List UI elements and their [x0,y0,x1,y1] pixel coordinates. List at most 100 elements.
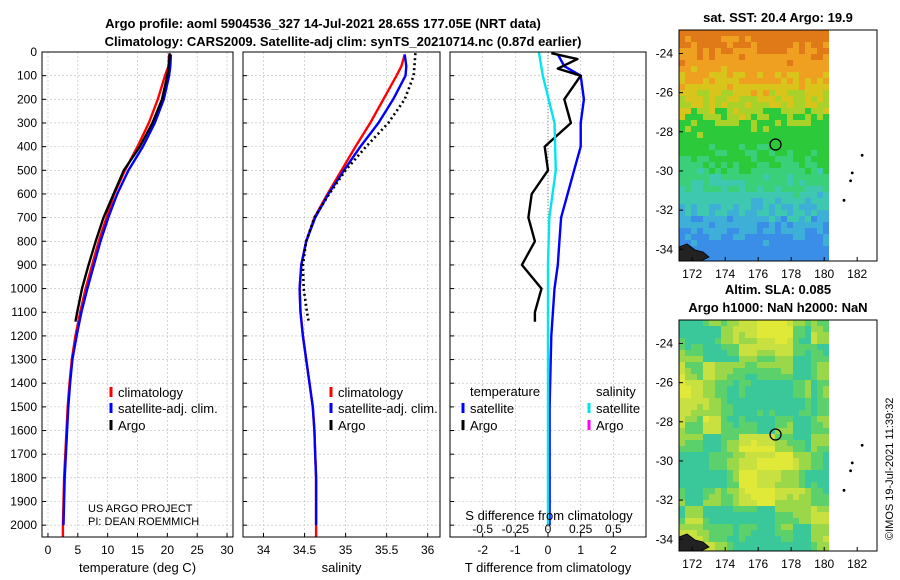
map-cell [727,138,733,144]
map-cell [799,482,805,488]
map-cell [715,174,721,180]
y-tick-label: 300 [17,116,37,130]
map-cell [799,114,805,120]
map-cell [817,428,823,434]
map-cell [703,60,709,66]
map-cell [685,120,691,126]
map-cell [697,222,703,228]
map-cell [811,428,817,434]
map-cell [697,240,703,246]
map-cell [823,120,829,126]
x-tick-label: 180 [814,557,834,571]
x-tick-label: 10 [101,543,115,557]
map-cell [793,96,799,102]
map-cell [733,132,739,138]
map-cell [775,156,781,162]
y-tick-label: 200 [17,92,37,106]
map-cell [811,72,817,78]
map-cell [727,228,733,234]
map-cell [781,494,787,500]
map-cell [775,90,781,96]
map-cell [703,216,709,222]
map-cell [763,548,769,551]
map-cell [817,234,823,240]
map-cell [787,410,793,416]
map-cell [787,452,793,458]
map-cell [811,332,817,338]
map-cell [721,180,727,186]
map-cell [685,410,691,416]
map-cell [793,30,799,36]
map-cell [691,428,697,434]
map-cell [679,48,685,54]
map-cell [733,398,739,404]
map-cell [769,524,775,530]
map-cell [781,120,787,126]
map-cell [739,102,745,108]
map-cell [739,180,745,186]
map-cell [811,114,817,120]
map-cell [757,48,763,54]
map-cell [805,488,811,494]
map-cell [787,222,793,228]
map-cell [715,512,721,518]
map-cell [685,156,691,162]
map-cell [817,374,823,380]
map-cell [763,30,769,36]
map-cell [685,470,691,476]
map-cell [775,48,781,54]
map-cell [781,54,787,60]
map-cell [709,500,715,506]
map-cell [727,252,733,258]
map-cell [793,162,799,168]
map-cell [739,120,745,126]
map-cell [745,416,751,422]
map-cell [799,320,805,326]
map-cell [727,126,733,132]
map-cell [721,198,727,204]
map-cell [823,246,829,252]
map-cell [763,138,769,144]
map-cell [769,422,775,428]
map-cell [769,210,775,216]
map-cell [727,386,733,392]
map-cell [739,344,745,350]
map-cell [817,60,823,66]
map-cell [691,192,697,198]
map-cell [745,102,751,108]
map-cell [781,222,787,228]
map-cell [691,114,697,120]
map-cell [769,374,775,380]
map-cell [733,326,739,332]
map-cell [727,102,733,108]
map-cell [763,108,769,114]
map-cell [739,518,745,524]
map-cell [703,476,709,482]
map-cell [679,446,685,452]
map-cell [709,326,715,332]
map-cell [799,410,805,416]
map-cell [703,338,709,344]
map-cell [709,380,715,386]
map-cell [823,90,829,96]
map-cell [679,222,685,228]
map-cell [691,458,697,464]
map-cell [709,114,715,120]
map-cell [775,512,781,518]
map-cell [793,512,799,518]
map-cell [757,422,763,428]
map-cell [805,422,811,428]
map-cell [805,66,811,72]
map-cell [721,482,727,488]
map-cell [817,204,823,210]
x-tick-label: 1 [577,543,584,557]
map-cell [739,156,745,162]
map-cell [751,374,757,380]
map-cell [745,174,751,180]
map-cell [787,506,793,512]
map-cell [787,332,793,338]
map-cell [811,174,817,180]
x-tick-label: 30 [220,543,234,557]
map-cell [679,470,685,476]
map-cell [817,536,823,542]
